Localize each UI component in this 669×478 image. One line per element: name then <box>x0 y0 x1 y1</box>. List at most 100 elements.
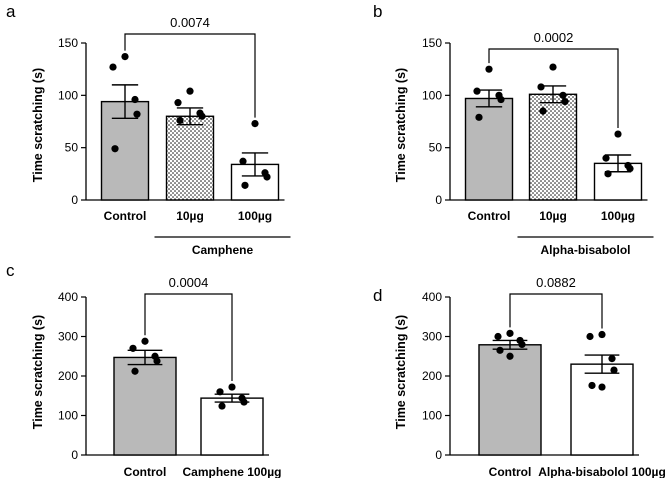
bar-control <box>464 97 514 201</box>
data-point <box>141 337 149 345</box>
data-point <box>588 381 596 390</box>
data-point <box>496 346 504 354</box>
group-label: Alpha-bisabolol <box>541 243 631 257</box>
y-tick-label: 400 <box>58 290 78 304</box>
category-label: 10µg <box>176 209 204 223</box>
panel-label-a: a <box>6 2 16 21</box>
data-point <box>494 332 502 341</box>
category-label: Alpha-bisabolol 100µg <box>538 465 666 478</box>
y-tick-label: 100 <box>422 409 442 423</box>
panel-b: b Time scratching (s) 0 50 100 150 Control 10… <box>373 2 654 257</box>
bar-camphene-100-g <box>200 397 264 456</box>
bar-control <box>478 344 542 456</box>
y-tick-label: 100 <box>58 88 78 102</box>
data-point <box>539 107 547 115</box>
panel-label-b: b <box>373 2 382 21</box>
panel-label-c: c <box>6 261 15 280</box>
category-label: Camphene 100µg <box>183 465 282 478</box>
y-tick-label: 0 <box>435 193 442 207</box>
data-point <box>176 116 184 125</box>
data-point <box>131 367 139 375</box>
category-label: Control <box>468 209 511 223</box>
panel-d: d Time scratching (s) 0 100 200 300 400 Contr… <box>373 275 666 478</box>
significance-bracket <box>509 293 603 329</box>
bar-10-g <box>528 93 578 201</box>
p-value-label: 0.0002 <box>534 30 574 45</box>
category-label: Control <box>104 209 147 223</box>
data-point <box>129 344 137 352</box>
data-point <box>604 170 612 178</box>
y-axis-label: Time scratching (s) <box>394 315 408 429</box>
y-tick-label: 200 <box>422 369 442 383</box>
y-axis-label: Time scratching (s) <box>394 68 408 182</box>
data-point <box>218 402 226 410</box>
data-point <box>131 95 139 104</box>
y-tick-label: 0 <box>435 448 442 462</box>
y-tick-label: 300 <box>422 330 442 344</box>
y-tick-label: 400 <box>422 290 442 304</box>
significance-bracket <box>124 33 256 118</box>
data-point <box>626 165 634 173</box>
category-label: Control <box>489 465 532 478</box>
data-point <box>133 110 141 118</box>
panel-a: a Time scratching (s) 0 50 100 150 Control 10… <box>6 2 291 257</box>
data-point <box>610 366 618 374</box>
category-label: 10µg <box>539 209 567 223</box>
data-point <box>614 130 622 138</box>
y-tick-label: 50 <box>65 141 79 155</box>
data-point <box>518 340 526 348</box>
group-label: Camphene <box>192 243 254 257</box>
data-point <box>549 63 557 71</box>
y-tick-label: 300 <box>58 330 78 344</box>
data-point <box>251 119 259 128</box>
y-tick-label: 0 <box>71 193 78 207</box>
data-point <box>561 98 569 106</box>
data-point <box>153 357 161 365</box>
data-point <box>598 383 606 391</box>
data-point <box>240 398 248 406</box>
data-point <box>598 330 606 339</box>
data-point <box>506 352 514 360</box>
data-point <box>497 95 505 104</box>
p-value-label: 0.0004 <box>169 275 209 290</box>
bar-control <box>113 356 177 456</box>
data-point <box>506 329 514 337</box>
data-point <box>263 173 271 181</box>
category-label: Control <box>124 465 167 478</box>
data-point <box>586 332 594 341</box>
bar-10-g <box>165 115 215 201</box>
panel-c: c Time scratching (s) 0 100 200 300 400 Contr… <box>6 261 281 478</box>
y-tick-label: 100 <box>422 88 442 102</box>
data-point <box>198 112 206 120</box>
y-tick-label: 200 <box>58 369 78 383</box>
y-tick-label: 50 <box>429 141 443 155</box>
y-tick-label: 0 <box>71 448 78 462</box>
data-point <box>485 65 493 73</box>
data-point <box>109 63 117 71</box>
y-tick-label: 100 <box>58 409 78 423</box>
category-label: 100µg <box>238 209 272 223</box>
data-point <box>216 388 224 396</box>
data-point <box>602 154 610 162</box>
y-axis-label: Time scratching (s) <box>31 315 45 429</box>
data-point <box>473 87 481 95</box>
category-label: 100µg <box>601 209 635 223</box>
data-point <box>228 383 236 391</box>
data-point <box>186 87 194 95</box>
y-axis-label: Time scratching (s) <box>31 68 45 182</box>
data-point <box>239 157 247 165</box>
panel-label-d: d <box>373 286 382 305</box>
bar-alpha-bisabolol-100-g <box>570 363 634 456</box>
data-point <box>475 113 483 121</box>
y-tick-label: 150 <box>58 36 78 50</box>
significance-bracket <box>488 48 619 129</box>
data-point <box>559 91 567 99</box>
data-point <box>241 181 249 189</box>
data-point <box>121 53 129 61</box>
data-point <box>174 99 182 107</box>
y-tick-label: 150 <box>422 36 442 50</box>
p-value-label: 0.0074 <box>170 15 210 30</box>
data-point <box>111 145 119 153</box>
significance-bracket <box>144 293 233 382</box>
